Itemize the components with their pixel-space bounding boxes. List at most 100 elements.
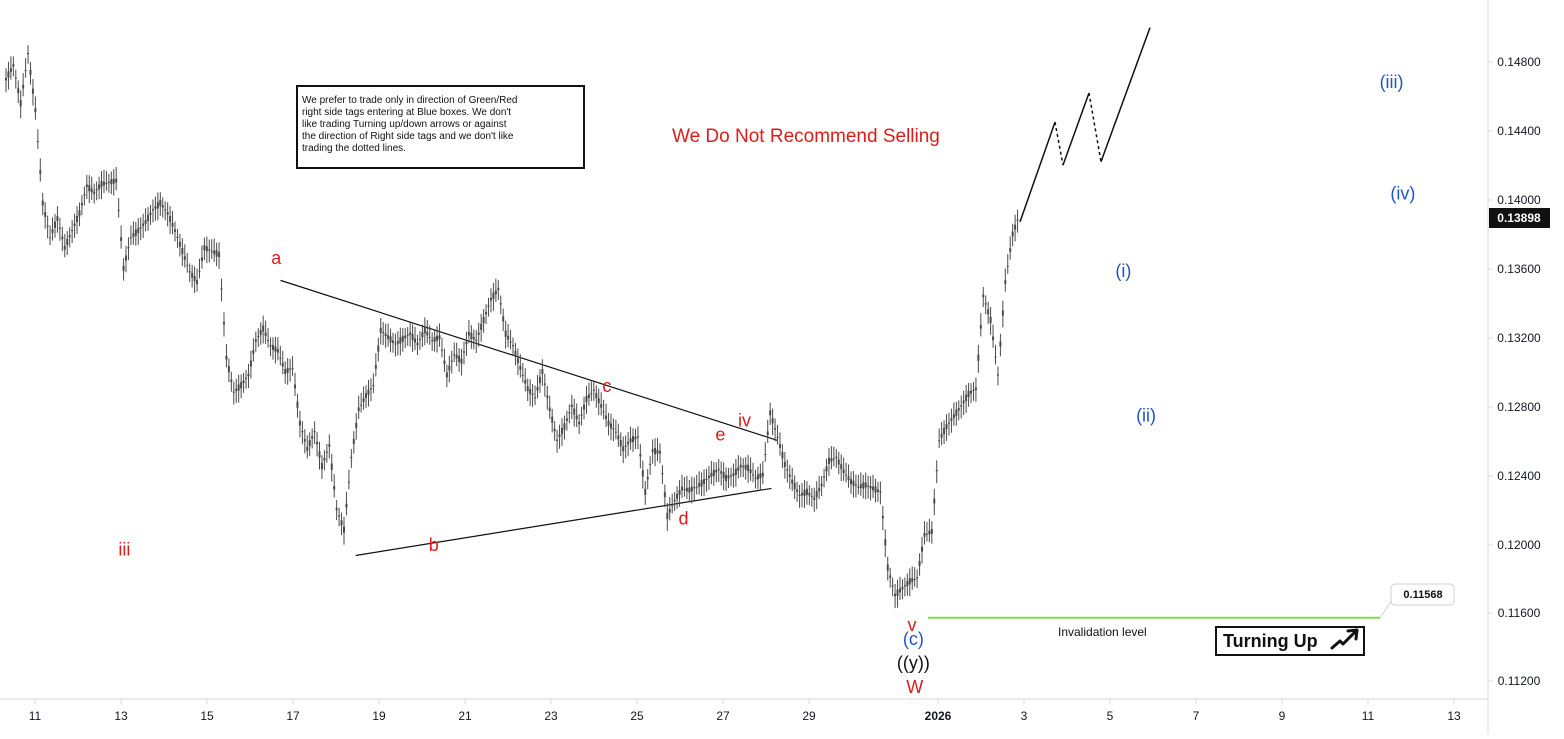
x-tick-label: 27 (716, 709, 730, 723)
candle-body (788, 474, 791, 478)
candle-body (676, 493, 679, 499)
candle-body (399, 337, 402, 344)
candle-body (771, 418, 774, 424)
y-tick-label: 0.14400 (1497, 124, 1541, 138)
candle-body (411, 334, 414, 341)
y-tick-label: 0.12000 (1497, 538, 1541, 552)
candle-body (568, 412, 571, 414)
candle-body (93, 191, 96, 194)
candle-body (9, 68, 12, 72)
triangle-upper-line (280, 279, 778, 441)
candle-body (458, 355, 461, 362)
candle-body (396, 341, 399, 344)
candle-body (732, 473, 735, 476)
candle-body (876, 489, 879, 492)
candle-body (362, 398, 365, 403)
candle-body (281, 362, 284, 367)
candle-body (169, 215, 172, 223)
candle-body (886, 564, 889, 571)
invalidation-price-text: 0.11568 (1403, 589, 1442, 601)
candle-body (955, 409, 958, 416)
candle-body (769, 410, 772, 416)
candle-body (254, 339, 257, 342)
candle-body (803, 489, 806, 497)
candle-body (320, 462, 323, 470)
candle-body (707, 475, 710, 479)
candle-body (864, 482, 867, 488)
candle-body (950, 418, 953, 421)
y-tick-label: 0.14800 (1497, 55, 1541, 69)
candle-body (578, 421, 581, 425)
candle-body (382, 331, 385, 334)
candle-body (531, 393, 534, 396)
candle-body (144, 220, 147, 224)
candle-body (159, 199, 162, 207)
candle-body (24, 70, 27, 72)
candle-body (918, 561, 921, 566)
candle-body (227, 366, 230, 373)
candle-body (913, 578, 916, 580)
candle-body (365, 393, 368, 399)
candle-body (203, 245, 206, 251)
candle-body (379, 327, 382, 333)
candle-body (416, 342, 419, 346)
candle-body (482, 316, 485, 324)
candle-body (186, 264, 189, 266)
candle-body (774, 428, 777, 430)
candle-body (507, 335, 510, 340)
candle-body (587, 394, 590, 399)
candle-body (781, 452, 784, 459)
x-tick-label: 2026 (925, 709, 952, 723)
candle-body (394, 343, 397, 345)
candle-body (695, 486, 698, 488)
candle-body (80, 202, 83, 206)
candle-body (66, 238, 69, 246)
candle-body (705, 478, 708, 480)
candle-body (889, 575, 892, 578)
candle-body (1004, 280, 1007, 284)
candle-body (729, 475, 732, 477)
candle-body (813, 497, 816, 500)
candle-body (76, 215, 79, 223)
x-tick-label: 29 (802, 709, 816, 723)
candle-body (952, 414, 955, 419)
candle-body (832, 458, 835, 460)
candle-body (575, 415, 578, 420)
candle-body (681, 486, 683, 491)
candle-body (235, 388, 238, 392)
candle-body (181, 248, 184, 255)
candle-body (492, 292, 495, 299)
candle-body (389, 336, 392, 343)
candle-body (340, 520, 343, 526)
candle-body (693, 487, 696, 489)
candle-body (668, 508, 671, 513)
candle-body (98, 184, 101, 190)
candle-body (151, 209, 154, 211)
x-tick-label: 19 (372, 709, 386, 723)
x-tick-label: 23 (544, 709, 558, 723)
y-tick-label: 0.12400 (1497, 469, 1541, 483)
candle-body (318, 451, 321, 458)
candle-body (901, 586, 904, 590)
candle-body (524, 379, 527, 384)
candle-body (744, 464, 747, 470)
candle-body (377, 345, 380, 352)
candle-body (516, 358, 519, 364)
candle-body (352, 438, 355, 444)
candle-body (171, 222, 174, 227)
candle-body (842, 469, 845, 474)
candle-body (872, 486, 875, 491)
candle-body (943, 428, 946, 435)
candle-body (759, 473, 762, 479)
candle-body (345, 503, 348, 508)
turning-up-label: Turning Up (1223, 631, 1318, 651)
candle-body (387, 335, 390, 339)
candle-body (360, 404, 363, 406)
candle-body (989, 316, 992, 324)
candle-body (88, 184, 91, 192)
candle-body (467, 331, 470, 336)
candle-body (805, 488, 808, 495)
candle-body (658, 451, 661, 454)
candle-body (546, 395, 549, 398)
candle-body (624, 445, 627, 447)
